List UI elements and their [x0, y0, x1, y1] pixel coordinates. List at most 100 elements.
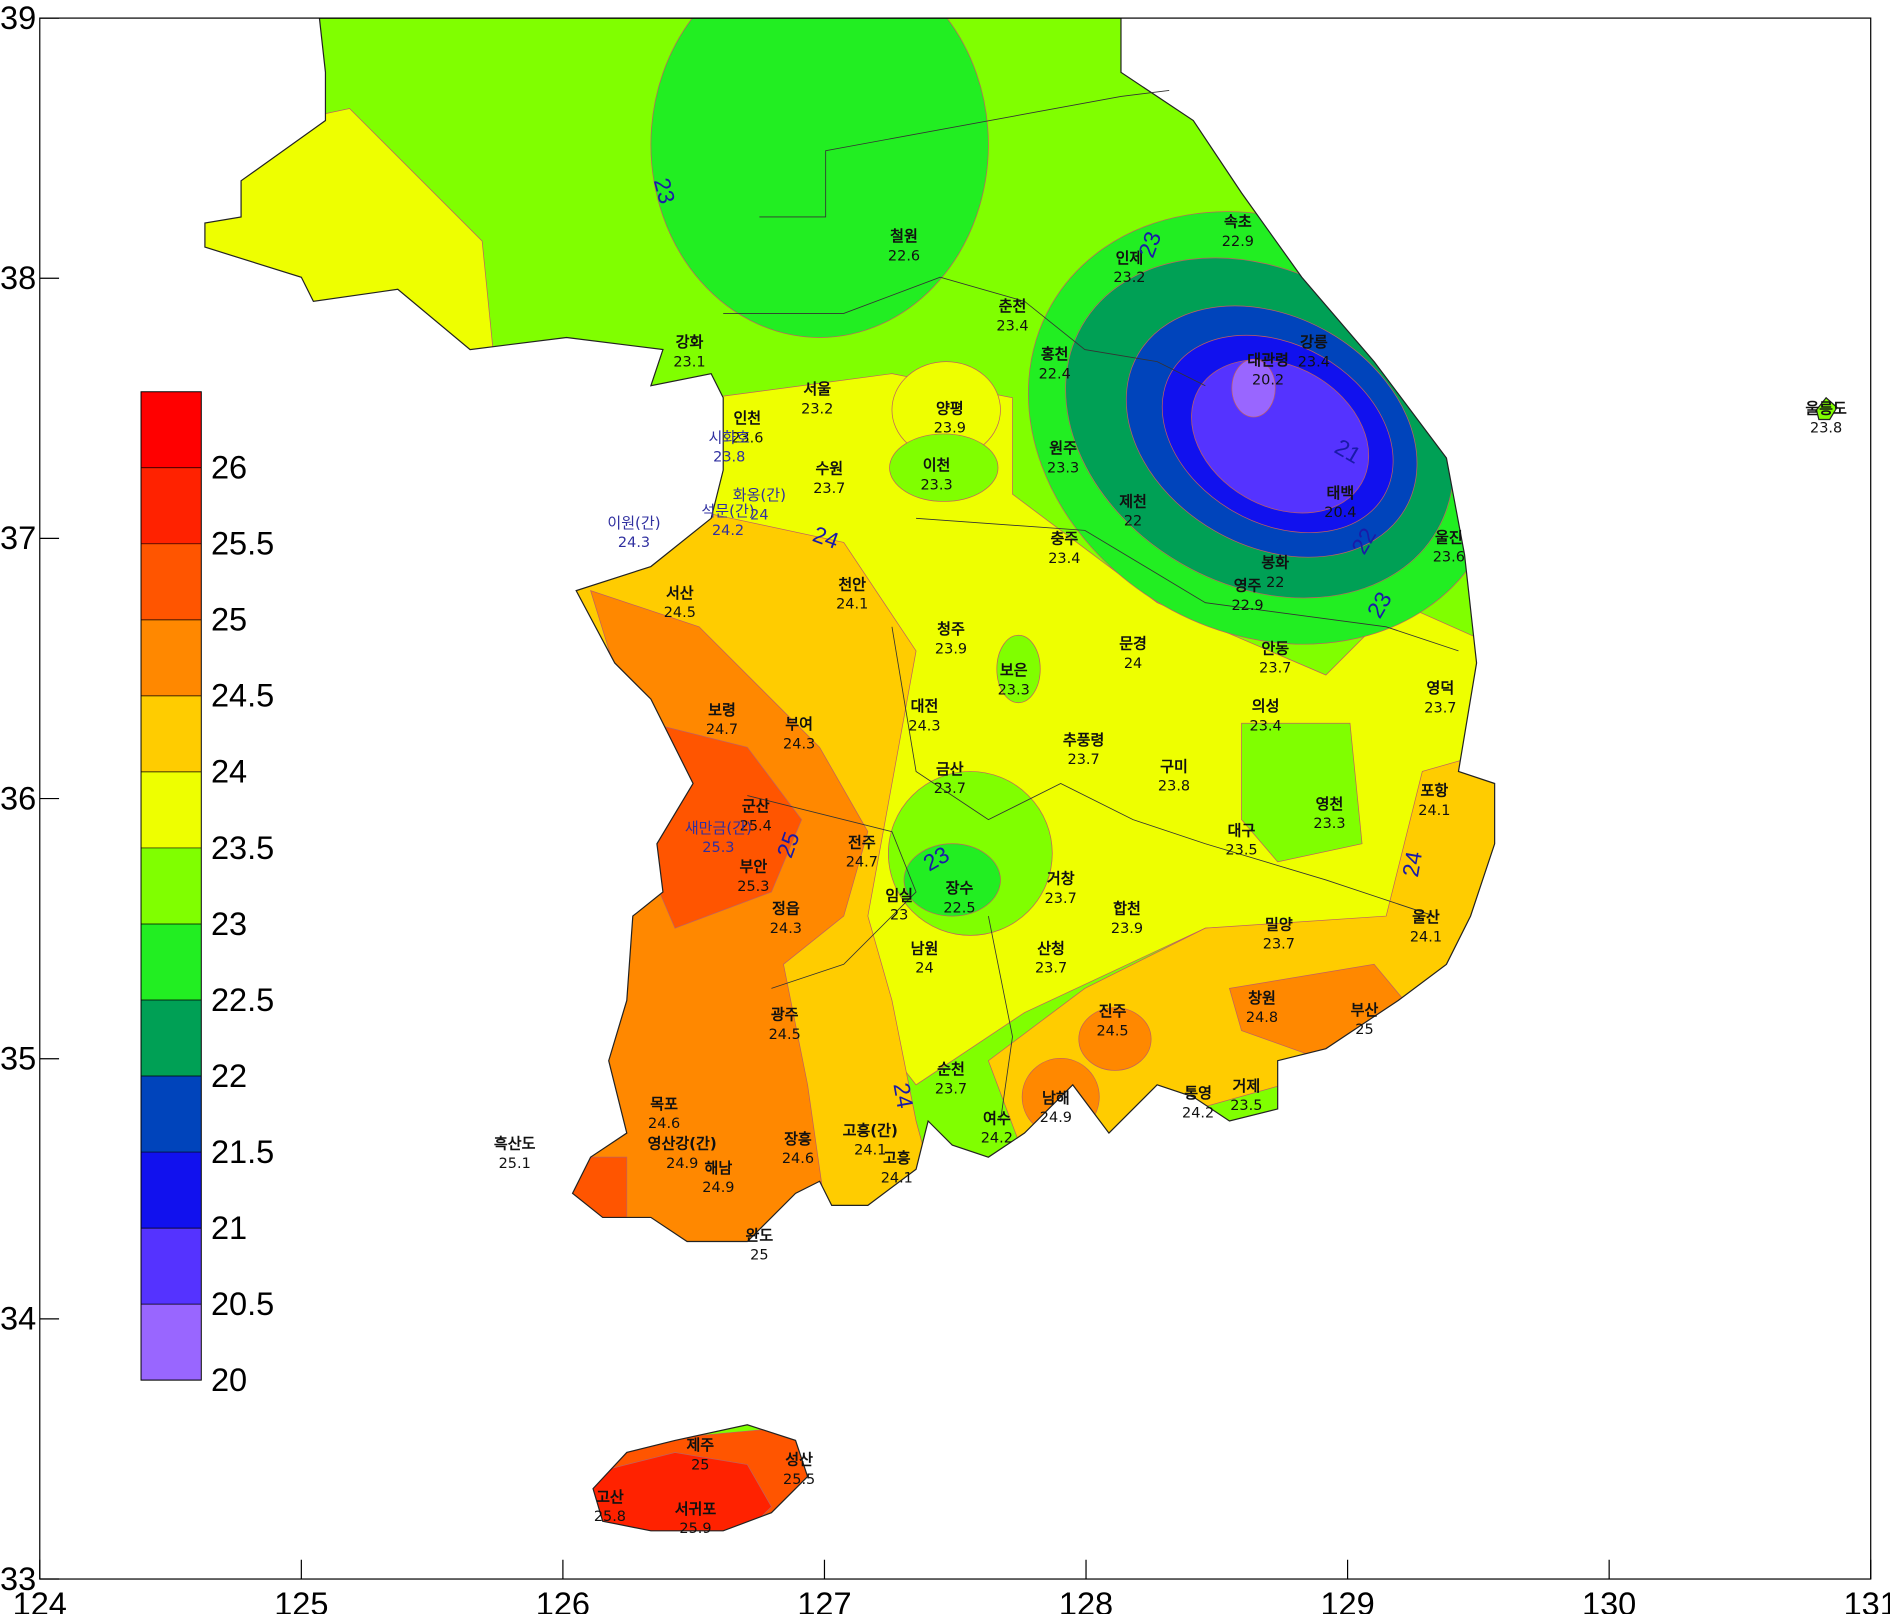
station-value: 23.2: [801, 401, 833, 417]
station-name: 남원: [911, 939, 939, 957]
station-name: 울진: [1435, 528, 1463, 546]
station-value: 23.7: [1045, 891, 1077, 907]
station-value: 23.4: [1298, 354, 1330, 370]
station-value: 24.1: [881, 1170, 913, 1186]
boundary-line: [747, 795, 917, 989]
station-value: 24.1: [1410, 929, 1442, 945]
station-name: 화옹(간): [733, 486, 786, 504]
station-name: 창원: [1248, 989, 1276, 1007]
station-value: 24.5: [769, 1027, 801, 1043]
station-name: 춘천: [999, 297, 1027, 315]
station-value: 22.9: [1231, 598, 1263, 614]
station-value: 22.4: [1039, 366, 1071, 382]
station-value: 24.1: [836, 597, 868, 613]
station-value: 25.3: [737, 879, 769, 895]
contour-label: 24: [1397, 849, 1427, 879]
station-name: 이원(간): [607, 514, 660, 532]
station-name: 울릉도: [1805, 399, 1847, 417]
station-name: 남해: [1042, 1089, 1070, 1107]
colorbar-band: [141, 619, 202, 696]
boundary-line: [723, 276, 1206, 387]
station-name: 보령: [708, 701, 736, 719]
station-name: 석문(간): [701, 502, 754, 520]
station-name: 봉화: [1261, 554, 1289, 572]
station-name: 대관령: [1247, 351, 1289, 369]
station-value: 25.5: [783, 1472, 815, 1488]
station-name: 금산: [936, 760, 964, 778]
station-value: 20.2: [1252, 373, 1284, 389]
station-value: 23.9: [1111, 921, 1143, 937]
colorbar-label: 25.5: [211, 526, 274, 562]
colorbar-label: 21.5: [211, 1134, 274, 1170]
station-value: 24.3: [783, 737, 815, 753]
station-value: 23.4: [996, 318, 1028, 334]
station-value: 23.8: [1158, 779, 1190, 795]
station-name: 구미: [1160, 757, 1188, 775]
station-value: 25: [750, 1248, 768, 1264]
station-name: 홍천: [1041, 345, 1069, 363]
station-name: 의성: [1252, 697, 1280, 715]
colorbar-label: 25: [211, 602, 247, 638]
y-tick-label: 33: [0, 1561, 36, 1597]
station-value: 24.2: [981, 1131, 1013, 1147]
station-value: 23.4: [1250, 718, 1282, 734]
station-value: 22: [1266, 575, 1284, 591]
colorbar-label: 23.5: [211, 830, 274, 866]
station-name: 제주: [686, 1436, 714, 1454]
colorbar-label: 22: [211, 1058, 247, 1094]
station-labels: 철원 22.6 속초 22.9 인제 23.2 춘천 23.4 강화 23.1 홍천 22.4 대관령 2…: [494, 175, 1847, 1537]
station-value: 24.8: [1246, 1010, 1278, 1026]
x-tick-label: 125: [274, 1586, 328, 1614]
station-name: 성산: [785, 1451, 813, 1469]
station-name: 원주: [1049, 439, 1077, 457]
y-tick-label: 35: [0, 1041, 36, 1077]
colorbar-band: [141, 391, 202, 468]
station-name: 합천: [1113, 900, 1141, 918]
station-name: 완도: [746, 1226, 774, 1244]
colorbar-label: 21: [211, 1210, 247, 1246]
station-value: 23.7: [1068, 752, 1100, 768]
station-value: 23.6: [731, 430, 763, 446]
x-tick-label: 128: [1059, 1586, 1113, 1614]
coastline: [204, 17, 1838, 1532]
station-name: 추풍령: [1063, 731, 1105, 749]
colorbar-band: [141, 695, 202, 772]
station-name: 이천: [923, 456, 951, 474]
station-name: 대구: [1228, 821, 1256, 839]
band-fill: [996, 634, 1041, 704]
boundary-line: [891, 626, 1435, 917]
station-name: 강화: [676, 333, 704, 351]
station-value: 25.8: [594, 1509, 626, 1525]
station-name: 청주: [937, 620, 965, 638]
station-name: 부여: [785, 715, 813, 733]
station-name: 속초: [1224, 213, 1252, 231]
colorbar-band: [141, 1228, 202, 1305]
station-value: 24.5: [664, 605, 696, 621]
station-value: 23.5: [1225, 843, 1257, 859]
station-name: 문경: [1119, 634, 1147, 652]
station-name: 보은: [1000, 661, 1028, 679]
station-value: 23.7: [1263, 937, 1295, 953]
station-name: 영덕: [1427, 679, 1455, 697]
station-name: 서울: [803, 380, 831, 398]
band-fill: [889, 433, 999, 502]
station-value: 22.9: [1222, 234, 1254, 250]
colorbar-band: [141, 1076, 202, 1153]
station-name: 부산: [1351, 1001, 1379, 1019]
station-name: 인천: [733, 409, 761, 427]
station-value: 24.3: [770, 921, 802, 937]
station-name: 장흥: [784, 1130, 812, 1148]
colorbar-band: [141, 923, 202, 1000]
station-value: 24: [1124, 656, 1142, 672]
station-name: 영주: [1234, 577, 1262, 595]
colorbar-label: 20: [211, 1362, 247, 1398]
station-name: 천안: [838, 575, 866, 593]
x-tick-label: 124: [13, 1586, 67, 1614]
boundary-line: [916, 517, 1459, 652]
station-name: 해남: [705, 1159, 733, 1177]
station-name: 거제: [1232, 1077, 1260, 1095]
colorbar-band: [141, 1152, 202, 1229]
station-value: 24.2: [712, 523, 744, 539]
station-name: 새만금(간): [685, 819, 752, 837]
contour-label: 24: [888, 1081, 918, 1111]
